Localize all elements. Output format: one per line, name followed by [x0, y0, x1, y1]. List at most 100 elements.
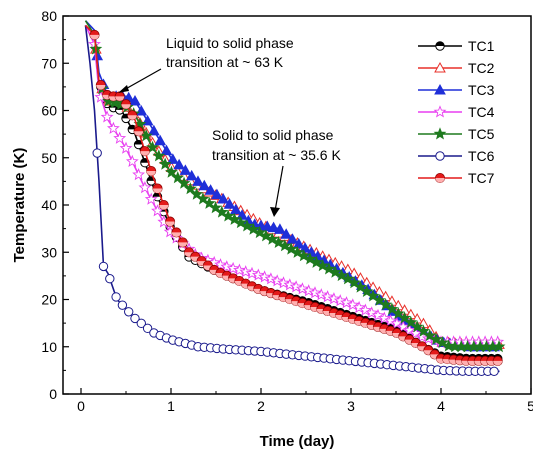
data-point-tc5: [158, 157, 172, 170]
data-point-tc6: [489, 366, 499, 377]
x-tick-label: 2: [257, 398, 265, 414]
data-point-tc3: [286, 233, 299, 244]
data-point-tc5: [309, 255, 323, 268]
annotation-solid-solid: Solid to solid phase transition at ~ 35.…: [212, 127, 341, 217]
data-point-tc4: [302, 284, 316, 297]
data-point-tc6: [105, 274, 115, 284]
legend-label: TC5: [468, 126, 495, 142]
data-point-tc3: [166, 153, 179, 164]
data-point-tc4: [390, 316, 404, 330]
x-tick-label: 0: [77, 398, 85, 414]
y-tick-label: 0: [49, 386, 57, 402]
data-point-tc5: [246, 222, 260, 235]
plot-frame: [62, 15, 532, 395]
legend-marker-fill: [435, 41, 445, 46]
data-point-tc5: [328, 265, 342, 278]
data-point-tc5: [183, 182, 197, 195]
data-point-tc4: [170, 231, 183, 244]
annotation-1-arrowhead: [118, 85, 129, 93]
data-point-tc3: [217, 192, 230, 204]
data-point-tc6: [142, 323, 153, 334]
data-point-tc4: [308, 286, 322, 299]
data-point-tc3: [292, 237, 305, 249]
data-point-tc4: [396, 320, 410, 333]
data-point-tc5: [297, 249, 311, 262]
data-point-tc5: [152, 149, 166, 162]
legend-marker: [433, 127, 447, 140]
data-point-tc7-fill: [127, 115, 137, 120]
data-point-tc3: [173, 158, 185, 170]
data-point-tc5: [303, 252, 317, 265]
data-point-tc5: [335, 268, 348, 282]
data-point-tc5: [341, 272, 355, 285]
data-point-tc4: [214, 258, 227, 271]
data-point-tc4: [333, 294, 347, 307]
data-point-tc4: [226, 261, 240, 274]
annotation-1-arrow: [121, 68, 162, 92]
data-point-tc4: [314, 288, 328, 301]
data-point-tc4: [277, 276, 290, 289]
data-point-tc6: [124, 307, 134, 317]
legend: TC1 TC2 TC3 TC4 TC5 TC6 TC7: [418, 38, 495, 186]
data-point-tc6: [92, 148, 102, 158]
data-point-tc5: [221, 209, 235, 222]
data-point-tc4: [239, 265, 253, 278]
data-point-tc5: [442, 339, 456, 352]
data-point-tc5: [316, 259, 330, 272]
data-point-tc5: [435, 336, 449, 349]
data-point-tc3: [274, 223, 286, 234]
annotation-2-arrowhead: [270, 207, 280, 217]
data-point-tc5: [265, 232, 279, 245]
y-tick-label: 40: [41, 197, 57, 213]
data-point-tc4: [107, 121, 120, 134]
y-tick-label: 70: [41, 55, 57, 71]
legend-label: TC4: [468, 104, 495, 120]
data-point-tc4: [258, 270, 271, 283]
data-point-tc5: [234, 215, 248, 229]
data-point-tc5: [146, 140, 159, 153]
data-point-tc4: [365, 306, 379, 319]
data-point-tc4: [100, 110, 114, 123]
data-point-tc4: [403, 323, 416, 336]
data-point-tc4: [371, 308, 385, 321]
data-point-tc4: [409, 326, 423, 339]
data-point-tc4: [352, 300, 366, 314]
data-point-tc3: [280, 228, 293, 239]
data-point-tc7-fill: [152, 188, 163, 194]
data-point-tc3: [204, 184, 217, 195]
data-point-tc6: [111, 292, 121, 302]
data-point-tc5: [278, 239, 292, 252]
data-point-tc7-fill: [159, 205, 169, 210]
annotation-1-line-1: Liquid to solid phase: [166, 35, 294, 51]
data-point-tc5: [177, 176, 191, 189]
data-point-tc7-fill: [140, 151, 150, 156]
legend-label: TC1: [468, 38, 495, 54]
data-point-tc4: [138, 181, 152, 194]
x-tick-label: 5: [527, 398, 533, 414]
annotation-1-line-2: transition at ~ 63 K: [166, 54, 284, 70]
y-tick-label: 10: [41, 339, 57, 355]
data-point-tc3: [154, 134, 167, 146]
y-tick-label: 20: [41, 292, 57, 308]
data-point-tc1-fill: [134, 140, 143, 145]
data-point-tc4: [245, 266, 259, 279]
data-point-tc5: [215, 205, 229, 218]
data-point-tc3: [198, 179, 211, 191]
y-tick-label: 80: [41, 8, 57, 24]
data-point-tc3: [223, 198, 236, 209]
data-point-tc3: [160, 144, 173, 156]
series-tc6: [84, 25, 500, 377]
series-tc4: [84, 25, 505, 348]
data-point-tc7-fill: [165, 221, 175, 227]
data-point-tc7-fill: [121, 104, 131, 109]
data-point-tc5: [291, 245, 304, 258]
data-point-tc7-fill: [96, 84, 106, 90]
legend-entry-tc3: TC3: [418, 82, 495, 98]
legend-label: TC3: [468, 82, 495, 98]
legend-marker-fill: [435, 178, 445, 183]
data-point-tc5: [322, 262, 336, 275]
data-point-tc5: [284, 242, 298, 255]
data-point-tc3: [236, 209, 248, 220]
series-layer: [84, 20, 506, 377]
data-point-tc1-fill: [128, 125, 137, 130]
